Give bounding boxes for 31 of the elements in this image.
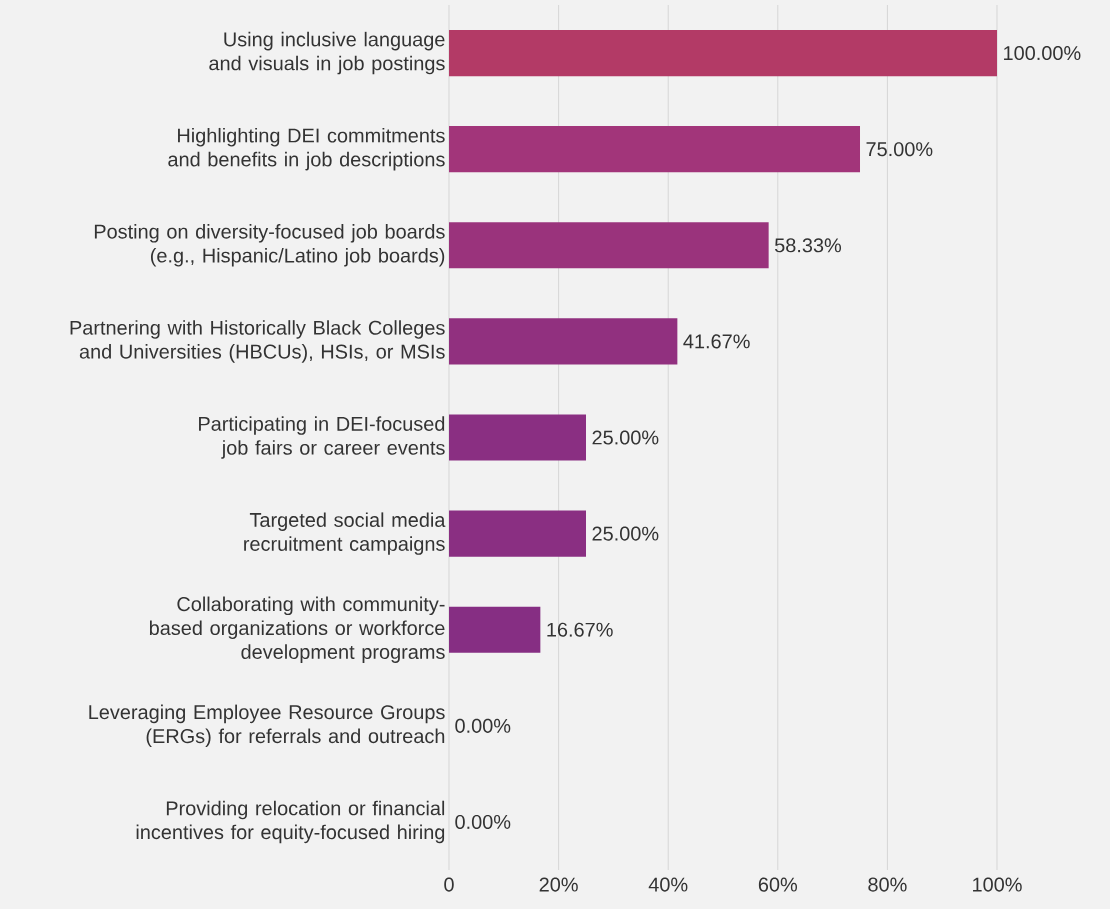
bar xyxy=(449,606,541,653)
bar xyxy=(449,222,769,269)
bar xyxy=(449,414,586,461)
bar xyxy=(449,30,998,77)
data-label: 16.67% xyxy=(547,622,613,637)
data-label: 100.00% xyxy=(1004,46,1081,61)
x-tick-label: 0 xyxy=(444,877,454,892)
bar xyxy=(449,126,860,173)
y-tick-label: Using inclusive language and visuals in job postings xyxy=(209,31,445,75)
y-tick-label: Posting on diversity-focused job boards (e.g., Hispanic/Latino job boards) xyxy=(94,224,445,267)
y-tick-label: Leveraging Employee Resource Groups (ERGs) for referrals and outreach xyxy=(89,704,445,748)
data-label: 41.67% xyxy=(683,334,750,349)
data-label: 0.00% xyxy=(455,814,511,829)
data-label: 75.00% xyxy=(866,142,933,157)
y-tick-label: Collaborating with community-based organizations or workforce development programs xyxy=(149,596,445,663)
y-tick-label: Participating in DEI-focused job fairs or career events xyxy=(199,416,445,459)
y-tick-label: Partnering with Historically Black Colleges and Universities (HBCUs), HSIs, or MSIs xyxy=(70,320,445,363)
data-label: 58.33% xyxy=(774,238,842,253)
y-tick-label: Targeted social media recruitment campaigns xyxy=(244,512,446,555)
x-tick-label: 100% xyxy=(973,877,1022,892)
x-tick-label: 80% xyxy=(868,877,907,892)
data-label: 25.00% xyxy=(592,430,659,445)
y-tick-label: Providing relocation or financial incentives for equity-focused hiring xyxy=(136,800,445,844)
x-tick-label: 60% xyxy=(758,877,798,892)
x-tick-label: 40% xyxy=(648,877,688,892)
bar xyxy=(449,318,678,365)
data-label: 0.00% xyxy=(455,718,511,733)
data-label: 25.00% xyxy=(592,526,659,541)
bar xyxy=(449,510,586,557)
x-tick-label: 20% xyxy=(539,877,578,892)
y-tick-label: Highlighting DEI commitments and benefits in job descriptions xyxy=(168,127,445,171)
